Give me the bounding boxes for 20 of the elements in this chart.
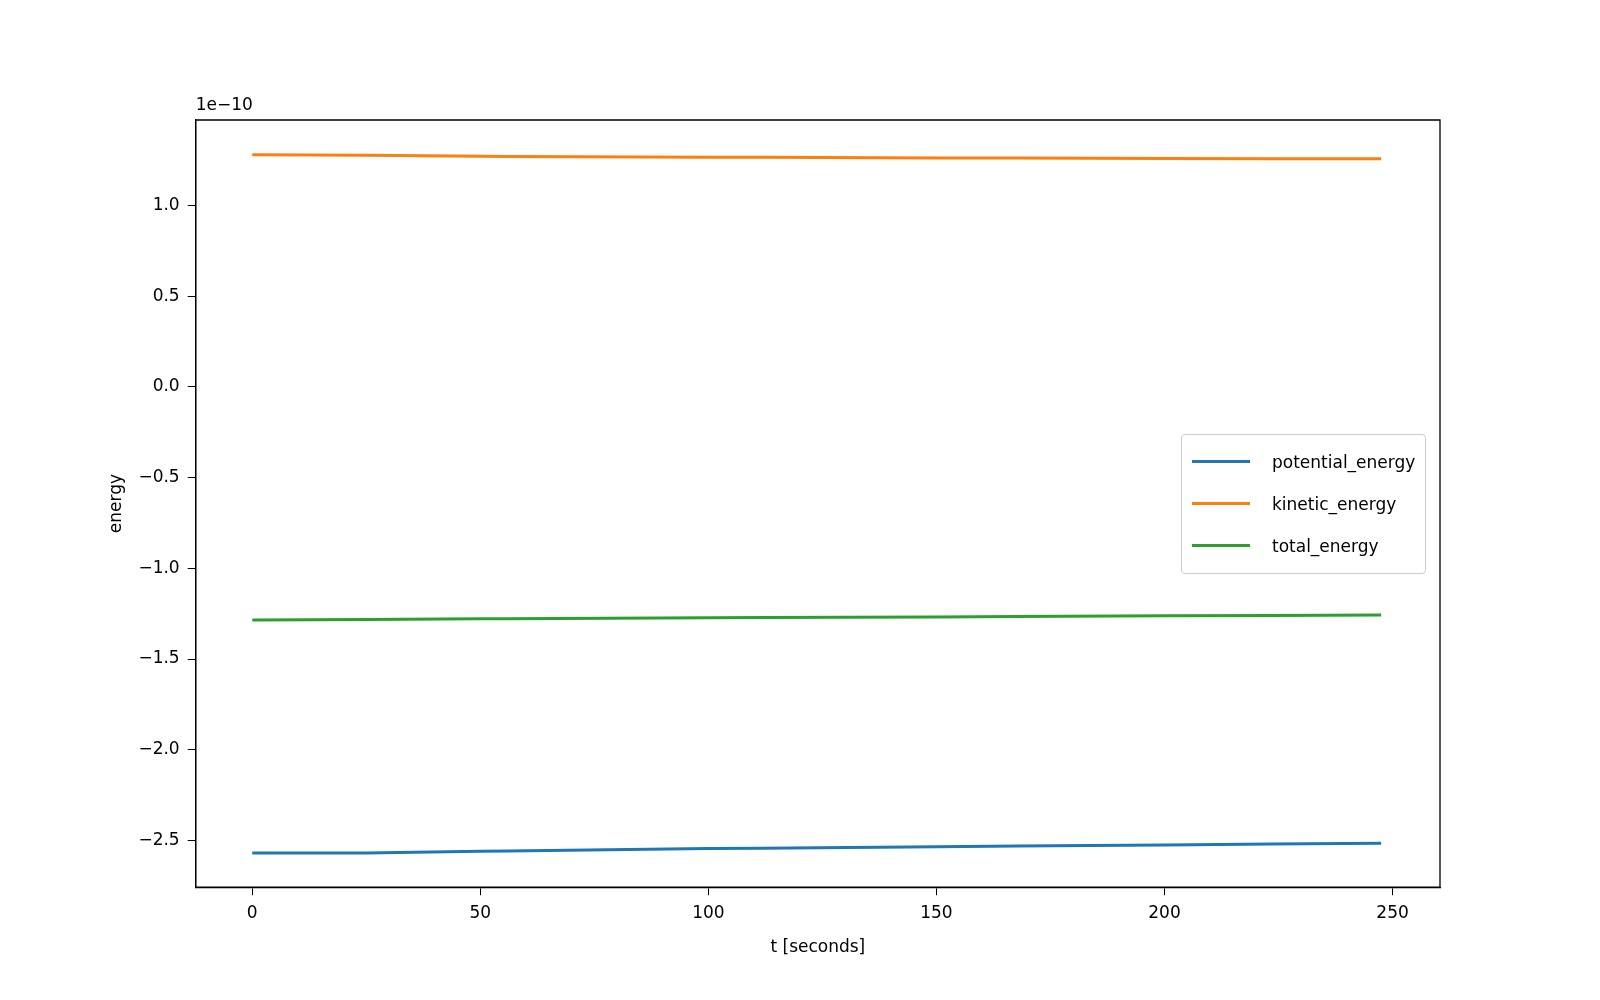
- y-axis-title: energy: [104, 473, 125, 534]
- x-tick-label: 200: [1148, 901, 1181, 922]
- x-tick-label: 0: [246, 901, 258, 922]
- x-tick-label: 100: [692, 901, 725, 922]
- y-tick-label: −0.5: [138, 466, 180, 487]
- legend-label: potential_energy: [1272, 451, 1416, 472]
- legend-label: total_energy: [1272, 535, 1379, 556]
- y-tick-label: 0.5: [152, 284, 180, 305]
- x-tick-label: 150: [920, 901, 953, 922]
- y-tick-label: −2.0: [138, 738, 180, 759]
- x-axis-title: t [seconds]: [770, 936, 866, 957]
- y-tick-label: −1.0: [138, 556, 180, 577]
- x-tick-label: 250: [1376, 901, 1409, 922]
- y-tick-label: 1.0: [152, 194, 180, 215]
- y-tick-label: −2.5: [138, 828, 180, 849]
- y-tick-label: −1.5: [138, 647, 180, 668]
- text: 1e−10: [195, 93, 253, 114]
- x-tick-label: 50: [469, 901, 492, 922]
- y-tick-label: 0.0: [152, 375, 180, 396]
- legend-label: kinetic_energy: [1272, 493, 1397, 514]
